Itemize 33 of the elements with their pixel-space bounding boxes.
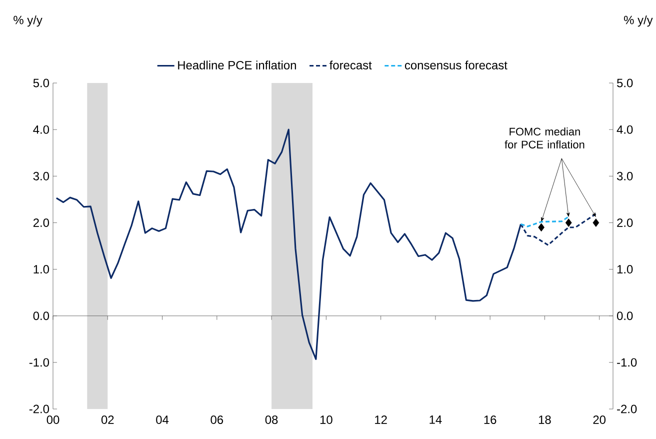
x-tick-label: 18: [538, 416, 551, 424]
y2-tick-label: 4.0: [616, 125, 633, 134]
y-tick-label: 4.0: [33, 125, 50, 134]
y2-tick-label: 3.0: [616, 172, 633, 180]
y2-tick-label: 0.0: [617, 312, 633, 320]
x-tick-label: 20: [593, 416, 606, 424]
x-tick-label: 10: [320, 416, 332, 424]
y2-tick-label: -2.0: [617, 404, 637, 414]
y2-tick-label: 2.0: [617, 218, 633, 227]
y-tick-label: 1.0: [34, 265, 50, 274]
y2-axis-title: % y/y: [624, 15, 653, 27]
x-tick-label: 08: [265, 416, 278, 424]
y-tick-label: 0.0: [33, 312, 50, 320]
y2-tick-label: 1.0: [617, 265, 633, 274]
x-tick-label: 02: [101, 416, 114, 424]
y2-tick-label: -1.0: [617, 358, 637, 367]
legend-label: Headline PCE inflation: [178, 60, 296, 70]
y-tick-label: 3.0: [33, 172, 50, 180]
x-tick-label: 16: [484, 416, 496, 424]
x-tick-label: 14: [430, 416, 442, 424]
y2-tick-label: 5.0: [617, 78, 633, 88]
x-tick-label: 00: [46, 416, 60, 424]
y-tick-label: 2.0: [33, 218, 50, 227]
y-axis-title: % y/y: [14, 15, 42, 27]
x-tick-label: 12: [375, 416, 387, 424]
y-tick-label: -2.0: [29, 404, 50, 414]
legend-label: forecast: [330, 60, 372, 70]
x-tick-label: 04: [156, 416, 169, 424]
annotation: FOMC median for PCE inflation: [504, 127, 584, 148]
y-tick-label: 5.0: [33, 78, 50, 88]
legend-label: consensus forecast: [404, 60, 508, 70]
x-tick-label: 06: [210, 416, 224, 424]
y-tick-label: -1.0: [29, 358, 50, 367]
